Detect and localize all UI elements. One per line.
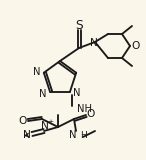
Text: N: N: [73, 88, 81, 98]
Text: N: N: [33, 67, 41, 77]
Text: +: +: [47, 119, 53, 125]
Text: O: O: [132, 41, 140, 51]
Text: N: N: [23, 130, 31, 140]
Text: N: N: [90, 38, 98, 48]
Text: N: N: [68, 130, 76, 140]
Text: N: N: [41, 121, 49, 131]
Text: O: O: [19, 116, 27, 126]
Text: N: N: [39, 89, 47, 99]
Text: NH: NH: [77, 104, 92, 114]
Text: H: H: [80, 131, 87, 140]
Text: S: S: [75, 19, 83, 32]
Text: O: O: [87, 109, 95, 119]
